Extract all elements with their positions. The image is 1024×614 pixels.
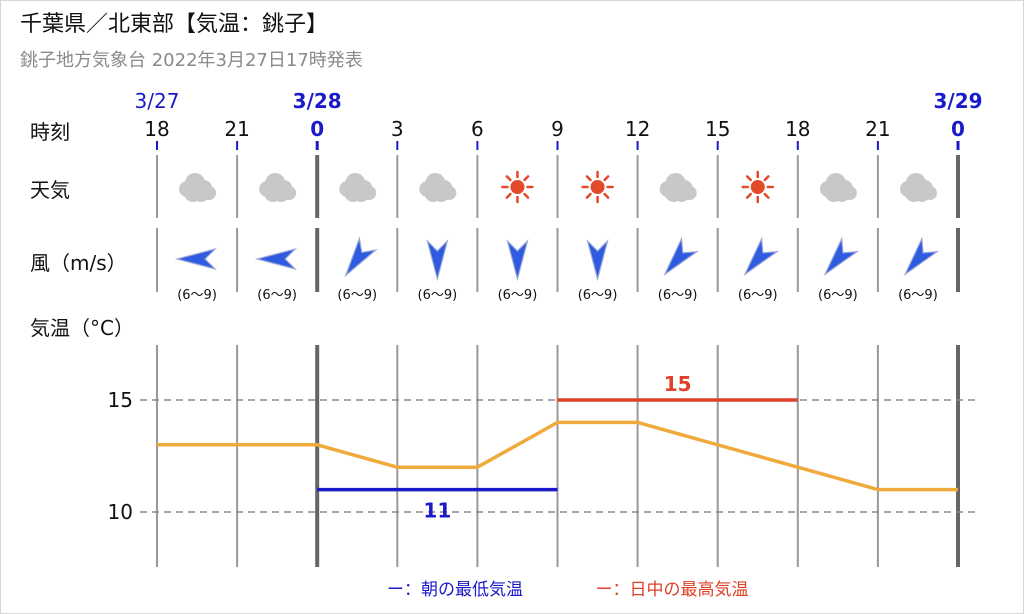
sun-core bbox=[590, 180, 605, 194]
cloud-part bbox=[273, 186, 290, 202]
cloud-icon bbox=[259, 173, 297, 202]
wind-speed-label: (6〜9) bbox=[818, 288, 858, 303]
sun-ray bbox=[603, 175, 610, 182]
wind-arrow-icon bbox=[344, 236, 378, 278]
date-label: 3/27 bbox=[135, 89, 180, 113]
cloud-icon bbox=[179, 173, 217, 202]
ytick-label: 15 bbox=[108, 388, 133, 412]
wind-arrow-shape bbox=[426, 239, 449, 282]
sun-ray bbox=[585, 192, 592, 199]
wind-arrow-icon bbox=[254, 247, 298, 271]
row-label-wind: 風（m/s） bbox=[30, 251, 127, 275]
ytick-label: 10 bbox=[108, 500, 133, 524]
sun-icon bbox=[501, 170, 534, 204]
wind-speed-label: (6〜9) bbox=[418, 288, 458, 303]
wind-arrow-shape bbox=[344, 236, 378, 278]
cloud-icon bbox=[819, 173, 857, 202]
row-label-time: 時刻 bbox=[30, 120, 70, 144]
hour-label: 18 bbox=[144, 117, 169, 141]
wind-arrow-icon bbox=[174, 247, 218, 271]
legend-item: ー：朝の最低気温 bbox=[387, 580, 523, 600]
hour-label: 0 bbox=[310, 117, 324, 141]
wind-arrow-icon bbox=[823, 236, 860, 277]
cloud-icon bbox=[419, 173, 457, 202]
row-label-weather: 天気 bbox=[30, 178, 70, 202]
hour-label: 9 bbox=[551, 117, 564, 141]
hour-label: 6 bbox=[471, 117, 484, 141]
wind-speed-label: (6〜9) bbox=[498, 288, 538, 303]
wind-arrow-shape bbox=[586, 239, 609, 282]
wind-arrow-shape bbox=[743, 236, 780, 277]
cloud-part bbox=[833, 186, 850, 202]
cloud-icon bbox=[339, 173, 377, 202]
max-temp-label: 15 bbox=[664, 372, 692, 396]
wind-arrow-shape bbox=[903, 236, 940, 277]
date-label: 3/28 bbox=[293, 89, 342, 113]
sun-core bbox=[750, 180, 765, 194]
wind-arrow-icon bbox=[743, 236, 780, 277]
wind-arrow-shape bbox=[823, 236, 860, 277]
page-subtitle: 銚子地方気象台 2022年3月27日17時発表 bbox=[20, 50, 363, 71]
hour-label: 21 bbox=[865, 117, 890, 141]
sun-ray bbox=[523, 192, 530, 199]
sun-ray bbox=[603, 192, 610, 199]
sun-ray bbox=[745, 192, 752, 199]
wind-speed-label: (6〜9) bbox=[658, 288, 698, 303]
wind-arrow-icon bbox=[903, 236, 940, 277]
wind-arrow-shape bbox=[663, 236, 700, 277]
min-temp-label: 11 bbox=[423, 499, 451, 523]
hour-label: 12 bbox=[625, 117, 650, 141]
wind-arrow-icon bbox=[426, 239, 449, 282]
row-label-temp: 気温（°C） bbox=[30, 316, 134, 340]
sun-ray bbox=[763, 192, 770, 199]
temperature-line bbox=[157, 420, 958, 492]
hour-label: 15 bbox=[705, 117, 730, 141]
sun-ray bbox=[523, 175, 530, 182]
sun-ray bbox=[745, 175, 752, 182]
wind-speed-label: (6〜9) bbox=[898, 288, 938, 303]
wind-speed-label: (6〜9) bbox=[257, 288, 297, 303]
wind-speed-label: (6〜9) bbox=[337, 288, 377, 303]
sun-icon bbox=[581, 170, 614, 204]
sun-core bbox=[510, 180, 525, 194]
cloud-part bbox=[193, 186, 210, 202]
sun-ray bbox=[505, 175, 512, 182]
wind-speed-label: (6〜9) bbox=[177, 288, 217, 303]
cloud-part bbox=[353, 186, 370, 202]
hour-label: 18 bbox=[785, 117, 810, 141]
sun-icon bbox=[741, 170, 774, 204]
wind-arrow-shape bbox=[174, 247, 218, 271]
cloud-part bbox=[913, 186, 930, 202]
wind-speed-label: (6〜9) bbox=[738, 288, 778, 303]
wind-arrow-icon bbox=[506, 239, 529, 282]
date-label: 3/29 bbox=[933, 89, 982, 113]
cloud-part bbox=[673, 186, 690, 202]
wind-arrow-icon bbox=[663, 236, 700, 277]
page-title: 千葉県／北東部【気温：銚子】 bbox=[20, 12, 329, 37]
hour-label: 0 bbox=[951, 117, 965, 141]
sun-ray bbox=[585, 175, 592, 182]
wind-arrow-shape bbox=[254, 247, 298, 271]
sun-ray bbox=[763, 175, 770, 182]
hour-label: 3 bbox=[391, 117, 404, 141]
cloud-part bbox=[433, 186, 450, 202]
legend-item: ー：日中の最高気温 bbox=[596, 580, 749, 600]
wind-speed-label: (6〜9) bbox=[578, 288, 618, 303]
cloud-icon bbox=[899, 173, 937, 202]
hour-label: 21 bbox=[224, 117, 249, 141]
cloud-icon bbox=[659, 173, 697, 202]
wind-arrow-shape bbox=[506, 239, 529, 282]
sun-ray bbox=[505, 192, 512, 199]
wind-arrow-icon bbox=[586, 239, 609, 282]
